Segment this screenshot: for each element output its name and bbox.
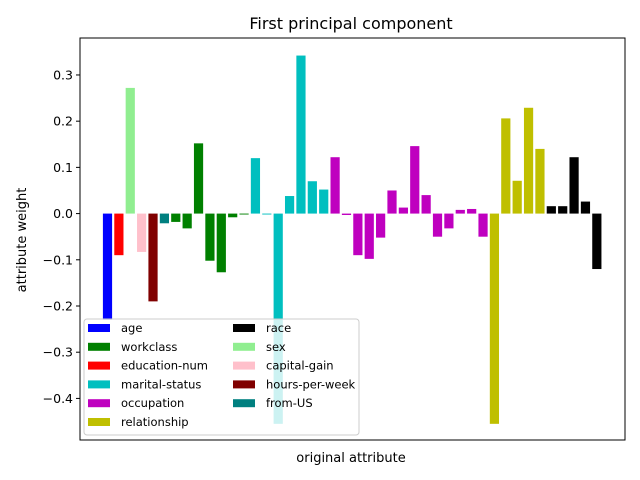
bar-workclass-9: [205, 213, 215, 261]
bar-workclass-11: [228, 213, 238, 218]
bar-occupation-30: [444, 213, 454, 229]
y-tick-label: −0.4: [43, 391, 73, 406]
legend-label-capital-gain: capital-gain: [266, 359, 334, 373]
bar-marital-status-17: [296, 55, 306, 214]
bar-marital-status-19: [319, 189, 329, 214]
bar-education-num-1: [114, 213, 124, 256]
bar-age-0: [102, 213, 113, 320]
chart-title: First principal component: [249, 14, 452, 33]
bar-occupation-20: [330, 157, 340, 214]
legend-label-occupation: occupation: [121, 396, 184, 410]
bar-hours-per-week-4: [148, 213, 158, 302]
bar-relationship-35: [501, 118, 511, 214]
legend-label-workclass: workclass: [121, 340, 177, 354]
bar-occupation-24: [376, 213, 386, 238]
legend-label-marital-status: marital-status: [121, 377, 201, 391]
legend-swatch-capital-gain: [233, 361, 255, 370]
legend-swatch-education-num: [88, 361, 110, 370]
bar-relationship-38: [535, 148, 545, 214]
legend-swatch-workclass: [88, 342, 110, 351]
bar-workclass-7: [182, 213, 192, 229]
bar-race-42: [580, 201, 591, 214]
y-tick-label: −0.3: [43, 345, 73, 360]
bar-occupation-31: [455, 209, 465, 214]
bar-race-43: [592, 213, 602, 270]
legend-label-sex: sex: [266, 340, 286, 354]
y-axis: −0.4 −0.3 −0.2 −0.1 0.0 0.1 0.2 0.3: [43, 67, 80, 406]
bar-workclass-10: [216, 213, 226, 273]
legend-swatch-age: [88, 324, 110, 332]
bar-sex-2: [125, 87, 135, 214]
bar-marital-status-18: [307, 181, 317, 214]
legend-swatch-hours-per-week: [233, 380, 255, 389]
bar-occupation-21: [341, 213, 352, 215]
legend-label-from-US: from-US: [266, 396, 313, 410]
bar-from-US-5: [159, 213, 169, 224]
legend-label-education-num: education-num: [121, 359, 208, 373]
y-tick-label: 0.3: [53, 67, 73, 82]
bar-marital-status-16: [284, 196, 295, 214]
bar-race-41: [569, 157, 579, 214]
bar-marital-status-13: [250, 158, 261, 214]
bar-race-39: [546, 206, 556, 214]
legend-swatch-sex: [233, 342, 255, 351]
bar-workclass-6: [171, 213, 181, 222]
bar-relationship-36: [512, 180, 522, 214]
bar-occupation-22: [353, 213, 363, 256]
legend-label-race: race: [266, 321, 291, 335]
bar-occupation-26: [398, 207, 408, 214]
bar-occupation-29: [432, 213, 443, 237]
bar-workclass-12: [239, 213, 249, 215]
x-axis-label: original attribute: [296, 451, 405, 466]
bar-occupation-25: [387, 190, 397, 214]
bar-occupation-28: [421, 195, 431, 214]
legend-swatch-from-US: [233, 399, 255, 408]
bar-race-40: [558, 206, 568, 214]
legend-swatch-race: [233, 324, 255, 332]
y-tick-label: −0.1: [43, 252, 73, 267]
legend: age workclass education-num marital-status o…: [83, 318, 360, 436]
plot-frame: [79, 37, 626, 441]
legend-label-hours-per-week: hours-per-week: [266, 377, 356, 391]
bar-relationship-34: [489, 213, 500, 424]
bar-occupation-32: [467, 208, 477, 214]
bar-occupation-23: [364, 213, 374, 259]
bar-occupation-27: [410, 146, 420, 214]
y-axis-label: attribute weight: [15, 188, 30, 293]
legend-label-age: age: [121, 321, 142, 335]
y-tick-label: 0.1: [53, 160, 73, 175]
bar-workclass-8: [193, 143, 204, 214]
legend-swatch-relationship: [88, 418, 110, 426]
bar-relationship-37: [523, 107, 534, 214]
legend-swatch-marital-status: [88, 380, 110, 389]
bar-occupation-33: [478, 213, 488, 237]
y-tick-label: 0.2: [53, 114, 73, 129]
legend-label-relationship: relationship: [121, 415, 189, 429]
y-tick-label: 0.0: [53, 206, 73, 221]
bar-capital-gain-3: [137, 213, 147, 252]
legend-swatch-occupation: [88, 399, 110, 408]
legend-box: [83, 318, 360, 436]
y-tick-label: −0.2: [43, 299, 73, 314]
bar-marital-status-14: [262, 213, 272, 215]
